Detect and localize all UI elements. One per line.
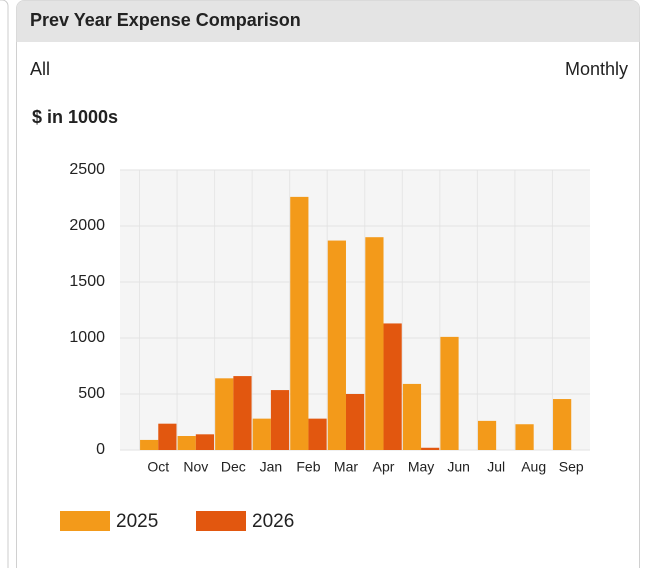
panel-title: Prev Year Expense Comparison: [30, 10, 301, 30]
bar: [440, 336, 459, 450]
x-tick-label: Feb: [296, 459, 320, 475]
legend-swatch: [60, 511, 110, 531]
bar: [290, 196, 309, 450]
filter-period[interactable]: Monthly: [565, 59, 628, 79]
y-tick-label: 0: [96, 441, 105, 458]
x-tick-label: Jan: [260, 459, 283, 475]
bar: [477, 420, 497, 450]
legend-label: 2025: [116, 511, 158, 532]
x-tick-label: Mar: [334, 459, 358, 475]
adjacent-panel: [0, 0, 9, 568]
panel-header: [16, 0, 640, 42]
bar: [345, 394, 365, 450]
bar: [327, 240, 346, 450]
bar: [215, 378, 234, 450]
x-tick-label: Sep: [559, 459, 584, 475]
bar: [515, 424, 534, 450]
x-tick-label: Apr: [373, 459, 395, 475]
bar: [140, 439, 159, 450]
legend-label: 2026: [252, 511, 294, 532]
y-tick-label: 2500: [69, 161, 105, 178]
chart-subtitle: $ in 1000s: [32, 107, 118, 127]
bar: [402, 383, 422, 450]
bar: [158, 423, 177, 450]
bar: [195, 434, 215, 450]
bar: [252, 418, 271, 450]
bar: [270, 390, 290, 450]
bar: [421, 447, 440, 450]
y-tick-label: 1500: [69, 273, 105, 290]
bar: [233, 376, 252, 450]
x-tick-label: Nov: [183, 459, 208, 475]
bar: [553, 399, 572, 450]
x-tick-label: Jun: [447, 459, 470, 475]
x-tick-label: Dec: [221, 459, 246, 475]
bar: [383, 323, 402, 450]
bar: [177, 436, 196, 450]
bar: [308, 418, 327, 450]
x-tick-label: Jul: [487, 459, 505, 475]
legend-swatch: [196, 511, 246, 531]
y-tick-label: 2000: [69, 217, 105, 234]
bar: [365, 237, 384, 450]
x-tick-label: Oct: [147, 459, 169, 475]
y-tick-label: 500: [78, 385, 105, 402]
x-tick-label: Aug: [521, 459, 546, 475]
x-tick-label: May: [408, 459, 434, 475]
filter-all[interactable]: All: [30, 59, 50, 79]
y-tick-label: 1000: [69, 329, 105, 346]
